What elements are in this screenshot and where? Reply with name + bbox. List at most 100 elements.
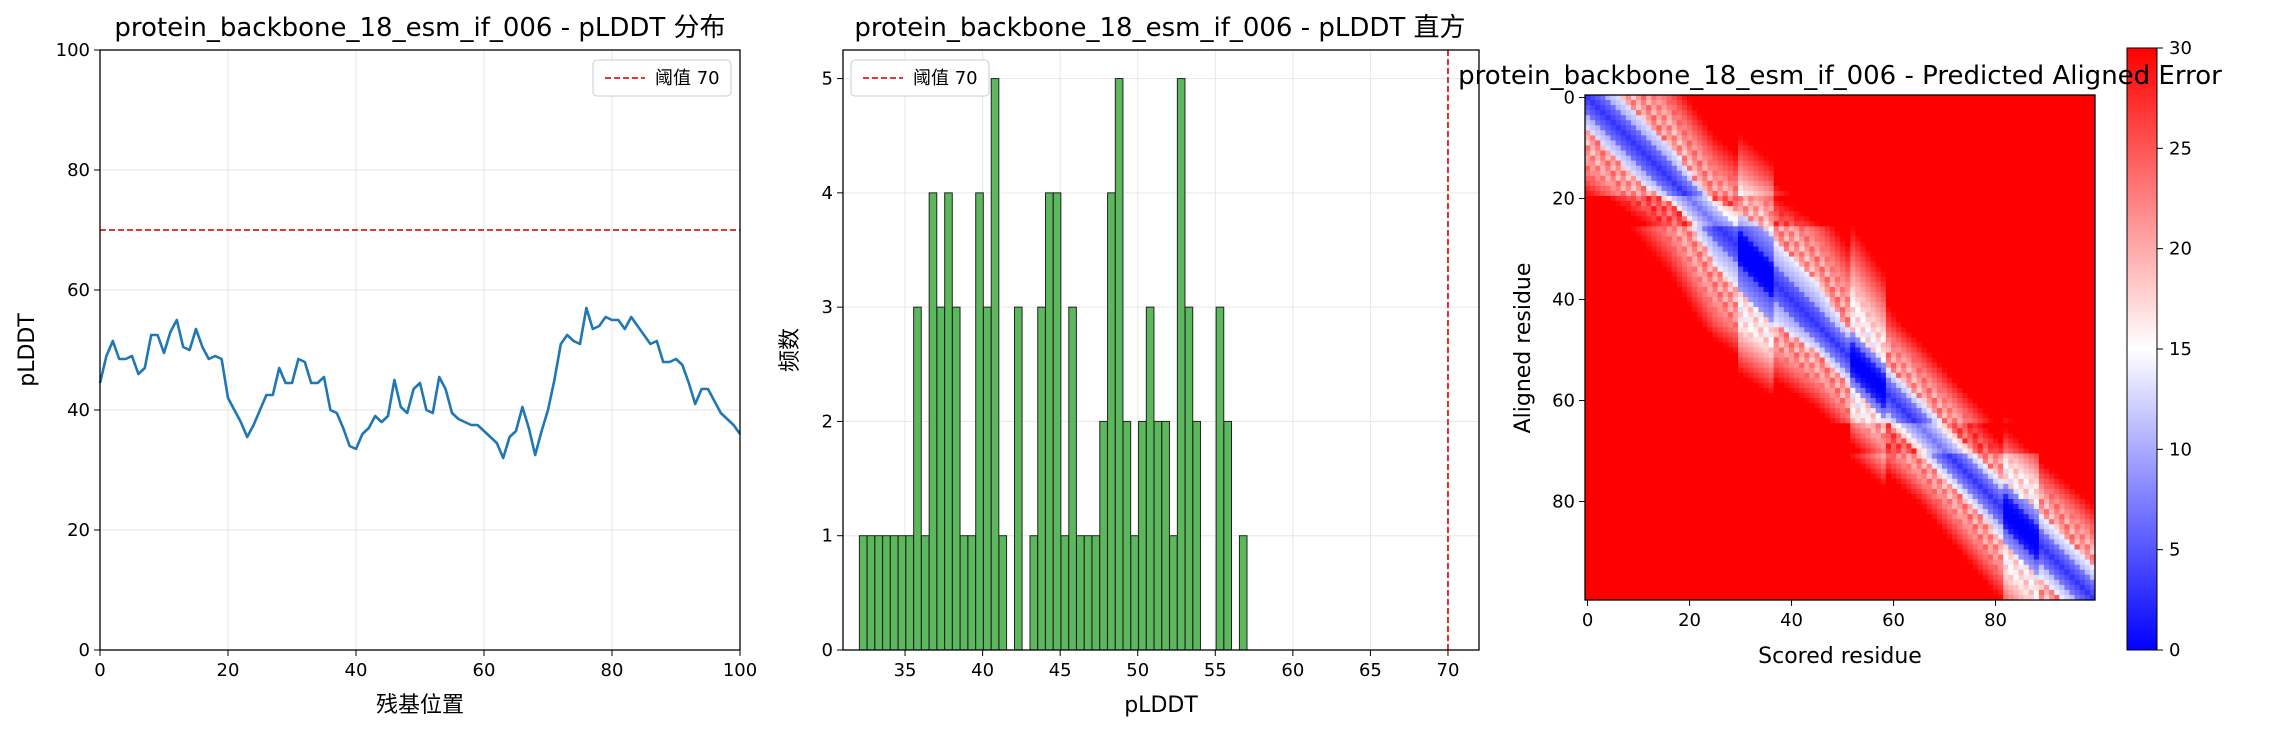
pae-cell bbox=[2054, 180, 2060, 187]
pae-cell bbox=[1625, 145, 1632, 152]
pae-cell bbox=[2079, 291, 2086, 298]
pae-cell bbox=[2064, 322, 2070, 328]
pae-cell bbox=[1783, 115, 1790, 121]
pae-cell bbox=[1727, 190, 1734, 197]
pae-cell bbox=[1880, 95, 1887, 101]
pae-cell bbox=[1610, 261, 1617, 268]
pae-cell bbox=[1972, 180, 1979, 187]
pae-cell bbox=[1891, 241, 1897, 247]
pae-cell bbox=[1763, 216, 1770, 222]
pae-cell bbox=[1875, 170, 1882, 177]
pae-cell bbox=[1850, 307, 1856, 313]
pae-cell bbox=[1834, 175, 1841, 182]
pae-cell bbox=[1977, 291, 1984, 298]
pae-cell bbox=[2038, 100, 2045, 106]
pae-cell bbox=[1697, 332, 1703, 338]
pae-cell bbox=[1585, 307, 1591, 313]
pae-cell bbox=[1860, 100, 1866, 106]
pae-cell bbox=[1957, 261, 1963, 268]
pae-cell bbox=[1722, 165, 1729, 172]
pae-cell bbox=[1865, 221, 1872, 227]
pae-cell bbox=[1942, 221, 1948, 227]
pae-cell bbox=[1982, 180, 1989, 187]
pae-cell bbox=[1656, 211, 1662, 217]
pae-cell bbox=[1814, 145, 1821, 152]
pae-cell bbox=[1595, 100, 1601, 106]
pae-cell bbox=[1855, 105, 1861, 111]
pae-cell bbox=[2069, 312, 2076, 318]
pae-cell bbox=[1891, 221, 1897, 227]
pae-cell bbox=[1763, 110, 1770, 116]
pae-cell bbox=[1947, 241, 1953, 247]
pae-cell bbox=[1687, 175, 1693, 182]
pae-cell bbox=[1865, 95, 1872, 101]
pae-cell bbox=[1936, 327, 1943, 333]
pae-cell bbox=[1666, 180, 1673, 187]
pae-cell bbox=[1768, 332, 1775, 338]
pae-cell bbox=[1651, 291, 1657, 298]
pae-cell bbox=[1748, 241, 1754, 247]
histogram-bar bbox=[905, 535, 915, 651]
pae-cell bbox=[1829, 175, 1836, 182]
pae-cell bbox=[1712, 317, 1719, 323]
pae-cell bbox=[1778, 135, 1785, 141]
pae-cell bbox=[1763, 155, 1770, 162]
pae-cell bbox=[1804, 241, 1810, 247]
pae-cell bbox=[1840, 327, 1846, 333]
pae-cell bbox=[1702, 281, 1708, 288]
pae-cell bbox=[2013, 201, 2019, 207]
pae-cell bbox=[2023, 180, 2030, 187]
pae-cell bbox=[2008, 231, 2014, 237]
pae-cell bbox=[1860, 110, 1866, 116]
pae-cell bbox=[1809, 266, 1815, 273]
pae-cell bbox=[1615, 241, 1622, 247]
pae-cell bbox=[1819, 160, 1826, 167]
pae-cell bbox=[1993, 297, 1999, 303]
pae-cell bbox=[1620, 160, 1627, 167]
pae-cell bbox=[1789, 100, 1795, 106]
pae-cell bbox=[1947, 170, 1953, 177]
pae-cell bbox=[1692, 271, 1698, 278]
pae-cell bbox=[1600, 241, 1606, 247]
pae-cell bbox=[1783, 196, 1790, 202]
pae-cell bbox=[1697, 266, 1703, 273]
histogram-bar bbox=[1052, 192, 1062, 651]
histogram-bar bbox=[1145, 306, 1155, 651]
pae-cell bbox=[1880, 221, 1887, 227]
pae-cell bbox=[1697, 110, 1703, 116]
pae-cell bbox=[1707, 241, 1713, 247]
pae-cell bbox=[1687, 246, 1693, 253]
pae-cell bbox=[1763, 221, 1770, 227]
pae-cell bbox=[1845, 125, 1851, 131]
pae-cell bbox=[1707, 332, 1713, 338]
pae-cell bbox=[1921, 332, 1928, 338]
pae-cell bbox=[1651, 150, 1657, 157]
histogram-bar bbox=[1013, 306, 1023, 651]
pae-cell bbox=[2018, 95, 2025, 101]
pae-cell bbox=[1942, 261, 1948, 268]
pae-cell bbox=[1987, 327, 1994, 333]
pae-cell bbox=[1794, 261, 1800, 268]
pae-cell bbox=[1916, 95, 1923, 101]
pae-cell bbox=[2074, 221, 2081, 227]
pae-cell bbox=[2089, 115, 2096, 121]
pae-cell bbox=[1982, 100, 1989, 106]
pae-cell bbox=[1585, 120, 1591, 126]
pae-cell bbox=[2054, 155, 2060, 162]
pae-cell bbox=[1936, 322, 1943, 328]
pae-cell bbox=[1590, 271, 1596, 278]
pae-cell bbox=[2028, 236, 2035, 242]
pae-cell bbox=[2084, 246, 2091, 253]
pae-cell bbox=[1738, 165, 1744, 172]
pae-cell bbox=[1921, 271, 1928, 278]
pae-cell bbox=[1926, 100, 1933, 106]
pae-cell bbox=[1738, 276, 1744, 283]
pae-cell bbox=[2069, 256, 2076, 263]
pae-cell bbox=[2003, 307, 2009, 313]
pae-cell bbox=[1732, 256, 1739, 263]
line-chart-title: protein_backbone_18_esm_if_006 - pLDDT 分… bbox=[114, 13, 725, 43]
pae-cell bbox=[2018, 175, 2025, 182]
pae-cell bbox=[1977, 271, 1984, 278]
pae-cell bbox=[2008, 216, 2014, 222]
pae-cell bbox=[1758, 196, 1764, 202]
